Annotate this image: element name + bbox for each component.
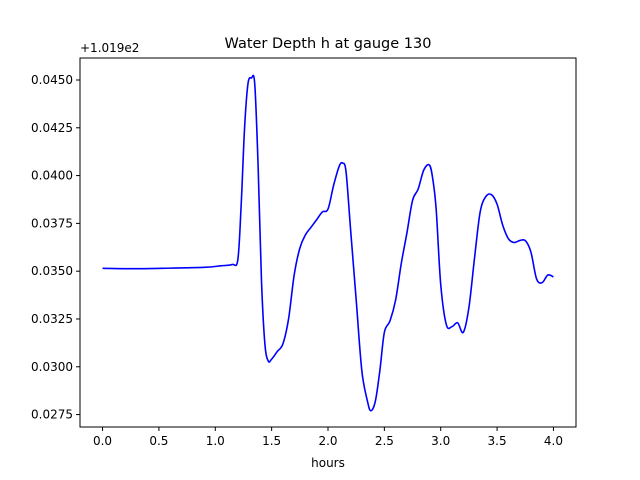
x-tick-label: 2.5: [375, 434, 394, 448]
x-tick-label: 0.0: [93, 434, 112, 448]
y-tick-label: 0.0425: [31, 121, 73, 135]
x-tick-label: 1.0: [206, 434, 225, 448]
y-tick-label: 0.0375: [31, 216, 73, 230]
plot-area: [102, 74, 554, 412]
series-line-0: [102, 74, 554, 412]
y-tick-label: 0.0450: [31, 73, 73, 87]
y-tick-label: 0.0275: [31, 408, 73, 422]
x-tick-label: 0.5: [149, 434, 168, 448]
y-tick-label: 0.0300: [31, 360, 73, 374]
x-tick-label: 2.0: [318, 434, 337, 448]
y-axis-offset-text: +1.019e2: [80, 41, 139, 55]
y-axis: 0.0275 0.0300 0.0325 0.0350 0.0375 0.0400 0.04…: [31, 73, 80, 422]
x-tick-label: 1.5: [262, 434, 281, 448]
x-tick-label: 3.0: [431, 434, 450, 448]
x-tick-label: 4.0: [544, 434, 563, 448]
x-axis: 0.0 0.5 1.0 1.5 2.0 2.5 3.0 3.5 4.0: [93, 427, 563, 448]
y-tick-label: 0.0350: [31, 264, 73, 278]
x-axis-label: hours: [311, 456, 345, 470]
chart-title: Water Depth h at gauge 130: [225, 36, 432, 52]
y-tick-label: 0.0325: [31, 312, 73, 326]
x-tick-label: 3.5: [488, 434, 507, 448]
y-tick-label: 0.0400: [31, 169, 73, 183]
